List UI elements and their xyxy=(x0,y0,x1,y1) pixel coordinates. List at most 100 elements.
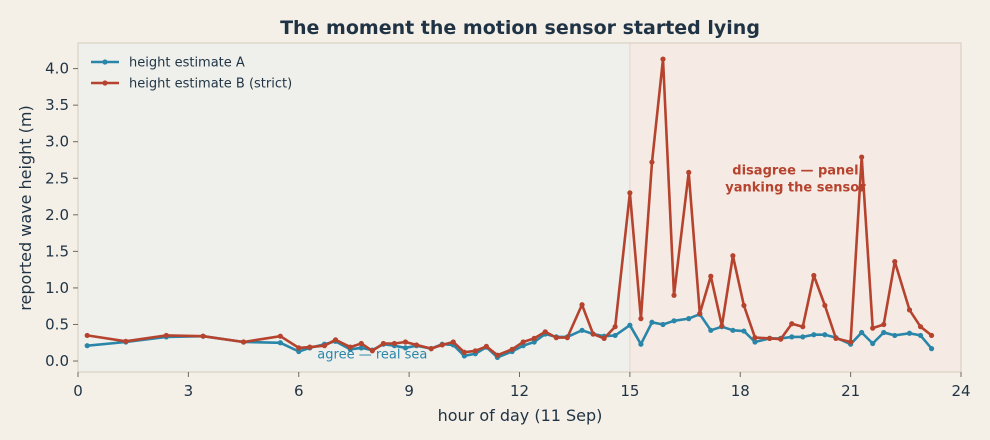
series-a-point xyxy=(671,318,677,324)
series-a-point xyxy=(296,348,302,355)
series-a-point xyxy=(881,329,887,336)
series-a-point xyxy=(917,332,924,339)
series-b-point xyxy=(579,302,585,308)
y-tick-label: 4.0 xyxy=(45,60,69,78)
series-b-point xyxy=(439,342,445,348)
legend: height estimate A height estimate B (stri… xyxy=(91,56,292,92)
series-b-point xyxy=(730,253,736,259)
y-tick-label: 1.0 xyxy=(45,279,69,297)
series-b-point xyxy=(277,333,283,339)
series-b-point xyxy=(321,343,328,349)
series-b-point xyxy=(531,335,537,341)
x-tick-label: 3 xyxy=(184,382,194,400)
y-axis-label: reported wave height (m) xyxy=(16,105,35,310)
series-a-point xyxy=(928,346,935,352)
series-b-point xyxy=(627,190,633,196)
series-a-point xyxy=(800,334,806,340)
series-b-point xyxy=(84,332,90,339)
x-tick-label: 6 xyxy=(294,382,304,400)
series-b-point xyxy=(450,339,456,345)
series-a-point xyxy=(859,329,865,336)
series-b-point xyxy=(686,169,692,176)
series-b-point xyxy=(928,332,935,339)
series-b-point xyxy=(811,272,817,279)
region-disagree xyxy=(629,43,961,372)
series-b-point xyxy=(200,333,206,339)
series-a-point xyxy=(741,328,747,334)
series-a-point xyxy=(708,327,714,333)
series-b-point xyxy=(917,324,924,330)
series-b-point xyxy=(296,345,302,351)
series-group xyxy=(84,56,935,360)
series-a-point xyxy=(84,343,90,349)
x-axis-label: hour of day (11 Sep) xyxy=(438,406,603,425)
series-b-point xyxy=(347,344,353,350)
series-b-point xyxy=(369,348,375,354)
series-b-point xyxy=(380,340,386,347)
annotation-disagree: disagree — panel yanking the sensor xyxy=(725,164,866,196)
series-b-point xyxy=(483,343,489,350)
series-b-point xyxy=(671,292,677,298)
series-a-point xyxy=(638,341,644,347)
y-tick-label: 2.5 xyxy=(45,169,69,187)
x-tick-label: 0 xyxy=(73,382,83,400)
series-b-point xyxy=(778,336,784,342)
y-tick-label: 0.0 xyxy=(45,352,69,370)
series-b-point xyxy=(719,323,725,329)
series-b-point xyxy=(881,321,887,328)
series-b-point xyxy=(800,324,806,330)
x-tick-label: 15 xyxy=(620,382,639,400)
series-a-point xyxy=(811,332,817,338)
series-b-point xyxy=(649,159,655,165)
series-b-point xyxy=(553,335,559,341)
series-a-point xyxy=(358,345,364,351)
series-b-point xyxy=(391,340,398,347)
series-b-point xyxy=(752,335,758,341)
series-b-point xyxy=(767,335,773,341)
series-b-point xyxy=(520,339,526,345)
region-agree xyxy=(78,43,630,372)
series-b-point xyxy=(358,340,364,347)
series-b-point xyxy=(859,154,865,160)
series-b-point xyxy=(906,307,913,313)
series-b-point xyxy=(509,346,515,352)
series-b-point xyxy=(892,259,898,265)
series-a-point xyxy=(277,340,283,346)
annotation-disagree-line: yanking the sensor xyxy=(725,181,866,196)
series-a-point xyxy=(752,339,758,345)
annotations: agree — real sea disagree — panel yanking … xyxy=(317,164,866,363)
y-tick-label: 3.0 xyxy=(45,133,69,151)
series-b-point xyxy=(590,331,596,337)
legend-label-a: height estimate A xyxy=(129,56,245,71)
series-a-point xyxy=(531,339,537,345)
series-a-point xyxy=(612,332,618,339)
series-b-point xyxy=(332,337,339,343)
series-b-point xyxy=(822,302,828,309)
series-b-point xyxy=(833,335,839,341)
series-a-point xyxy=(660,321,666,328)
series-b-point xyxy=(697,310,703,317)
series-b-point xyxy=(542,329,548,335)
series-b-point xyxy=(789,321,795,327)
series-b-point xyxy=(870,325,876,331)
series-a-point xyxy=(906,330,913,336)
series-a-point xyxy=(579,327,585,333)
series-a-point xyxy=(870,340,876,347)
series-b-point xyxy=(461,349,467,355)
axes: 0 3 6 9 12 15 18 21 24 0.0 0.5 1.0 1.5 2.0 2.5 3.0 3.5 4.… xyxy=(45,60,970,400)
series-a-point xyxy=(686,316,692,322)
x-tick-label: 18 xyxy=(731,382,750,400)
series-b-point xyxy=(240,339,247,345)
series-a-point xyxy=(627,322,633,328)
series-a-point xyxy=(892,332,898,339)
series-a-point xyxy=(730,327,736,333)
series-b-point xyxy=(660,56,666,62)
annotation-disagree-line: disagree — panel xyxy=(732,164,858,179)
series-b-point xyxy=(307,344,313,350)
series-b-point xyxy=(428,346,434,352)
series-b-point xyxy=(472,348,478,354)
series-b-point xyxy=(708,273,714,279)
series-b-point xyxy=(163,332,169,339)
series-a-point xyxy=(402,345,409,351)
